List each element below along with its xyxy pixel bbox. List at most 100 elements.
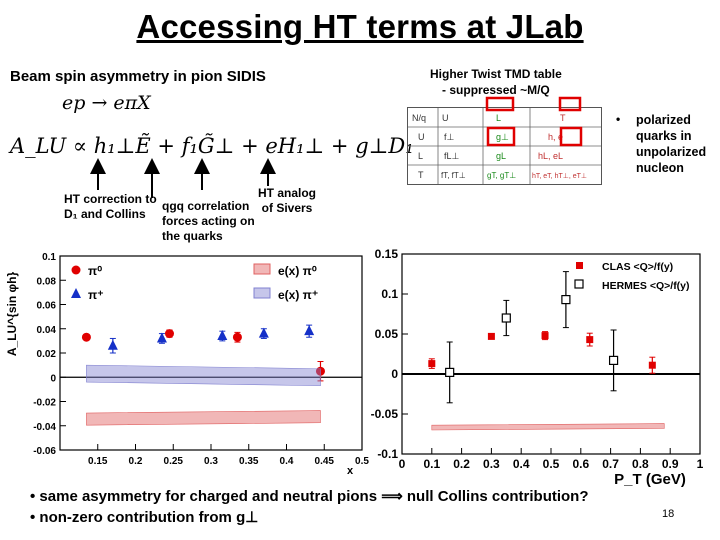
data-point-pi-plus bbox=[156, 332, 167, 343]
y-tick-label: 0 bbox=[50, 373, 56, 384]
data-point-hermes bbox=[561, 294, 571, 305]
data-point-pi-plus bbox=[217, 330, 228, 341]
table-cell-l-u: fL⊥ bbox=[444, 151, 460, 161]
x-tick-label: 0.3 bbox=[204, 456, 218, 467]
x-tick-label: 1 bbox=[697, 457, 704, 471]
table-cell-l-t: hL, eL bbox=[538, 151, 563, 161]
x-tick-label: 0.15 bbox=[88, 456, 108, 467]
y-tick-label: 0.02 bbox=[37, 349, 57, 360]
data-point-pi-plus bbox=[258, 327, 269, 338]
data-point-pi0 bbox=[164, 329, 174, 339]
right-heading: Higher Twist TMD table - suppressed ~M/Q bbox=[430, 66, 562, 98]
x-tick-label: 0.6 bbox=[572, 457, 589, 471]
table-cell-u-l: g⊥ bbox=[496, 132, 509, 142]
polarized-note: polarized quarks in unpolarized nucleon bbox=[636, 113, 707, 175]
x-tick-label: 0.9 bbox=[662, 457, 679, 471]
table-highlight-tops bbox=[485, 96, 582, 112]
y-tick-label: -0.06 bbox=[33, 446, 56, 457]
data-point-hermes bbox=[445, 367, 455, 378]
legend-label: e(x) π⁰ bbox=[278, 264, 317, 278]
right-heading-line1: Higher Twist TMD table bbox=[430, 67, 562, 81]
y-tick-label: 0.15 bbox=[375, 247, 399, 261]
legend-label: π⁰ bbox=[88, 264, 102, 278]
table-row-t-label: T bbox=[418, 170, 424, 180]
error-band-2 bbox=[86, 410, 321, 426]
chart-asymmetry-vs-pt: 0 0.1 0.2 0.3 0.4 0.5 0.6 0.7 0.8 0.9 1 -0.1 -0.05 0 0… bbox=[371, 247, 704, 488]
legend-marker-hermes bbox=[574, 279, 584, 289]
table-header-nq: N/q bbox=[412, 113, 426, 123]
legend-marker-clas bbox=[576, 262, 583, 269]
right-heading-line2: - suppressed ~M/Q bbox=[442, 83, 550, 97]
data-point-pi0 bbox=[232, 332, 242, 342]
x-tick-label: 0.5 bbox=[543, 457, 560, 471]
x-tick-label: 0.1 bbox=[423, 457, 440, 471]
y-tick-label: 0.1 bbox=[381, 287, 398, 301]
y-tick-label: 0.06 bbox=[37, 301, 57, 312]
data-point-hermes bbox=[501, 313, 511, 323]
legend-marker-pi0 bbox=[71, 265, 81, 275]
y-tick-label: 0.04 bbox=[37, 325, 57, 336]
legend-label: HERMES <Q>/f(y) bbox=[602, 280, 690, 292]
table-row-l-label: L bbox=[418, 151, 423, 161]
table-header-u: L bbox=[496, 113, 501, 123]
x-tick-label: 0.5 bbox=[355, 456, 369, 467]
x-tick-label: 0.45 bbox=[315, 456, 335, 467]
table-cell-u-u: f⊥ bbox=[444, 132, 455, 142]
y-axis-label: A_LU^{sin φh} bbox=[5, 272, 19, 357]
x-tick-label: 0.4 bbox=[280, 456, 294, 467]
page-number: 18 bbox=[662, 508, 675, 520]
data-point-clas bbox=[586, 336, 594, 344]
x-tick-label: 0.7 bbox=[602, 457, 619, 471]
y-tick-label: -0.1 bbox=[377, 447, 398, 461]
x-tick-label: 0.2 bbox=[453, 457, 470, 471]
polarized-note-bullet: • bbox=[616, 112, 621, 126]
table-cell-t-t: hT, eT, hT⊥, eT⊥ bbox=[532, 173, 587, 180]
table-cell-u-t: h, e bbox=[548, 132, 563, 142]
x-axis-label: P_T (GeV) bbox=[614, 471, 686, 488]
table-cell-l-l: gL bbox=[496, 151, 506, 161]
data-point-clas bbox=[428, 360, 436, 368]
data-point-pi-plus bbox=[107, 339, 118, 350]
x-tick-label: 0.3 bbox=[483, 457, 500, 471]
tmd-table: N/q L T U U f⊥ g⊥ h, e L fL⊥ gL hL, eL T… bbox=[407, 107, 602, 185]
data-point-pi0 bbox=[81, 332, 91, 342]
slide-title: Accessing HT terms at JLab bbox=[136, 8, 584, 45]
x-tick-label: 0.35 bbox=[239, 456, 259, 467]
legend-marker-pi-plus bbox=[71, 288, 81, 298]
x-axis-label: x bbox=[347, 465, 354, 477]
y-tick-label: -0.02 bbox=[33, 398, 56, 409]
data-point-hermes bbox=[608, 355, 619, 366]
x-tick-label: 0.25 bbox=[164, 456, 184, 467]
y-tick-label: -0.04 bbox=[33, 422, 56, 433]
table-cell-t-u: fT, fT⊥ bbox=[441, 171, 466, 180]
legend-label: CLAS <Q>/f(y) bbox=[602, 261, 673, 273]
data-point-clas bbox=[541, 332, 549, 340]
table-row-u-label: U bbox=[418, 132, 425, 142]
plot-frame bbox=[401, 253, 701, 455]
y-tick-label: 0.08 bbox=[37, 276, 57, 287]
x-tick-label: 0.2 bbox=[129, 456, 143, 467]
y-tick-label: 0.1 bbox=[42, 252, 56, 263]
legend-label: π⁺ bbox=[88, 288, 104, 302]
table-highlight-e bbox=[559, 126, 583, 147]
asymmetry-formula: A_LU ∝ h₁⊥Ẽ + f₁G̃⊥ + eH₁⊥ + g⊥D₁ bbox=[10, 134, 414, 158]
x-tick-label: 0 bbox=[399, 457, 406, 471]
x-tick-label: 0.8 bbox=[632, 457, 649, 471]
table-header-l: U bbox=[442, 113, 449, 123]
y-tick-label: 0 bbox=[391, 367, 398, 381]
data-point-clas bbox=[487, 332, 495, 340]
annotation-qgq: qgq correlation forces acting on the qua… bbox=[162, 199, 255, 243]
annotation-sivers: HT analog of Sivers bbox=[258, 186, 317, 215]
error-band-3 bbox=[86, 364, 321, 387]
chart-asymmetry-vs-x: 0.15 0.2 0.25 0.3 0.35 0.4 0.45 0.5 -0.06 -0.04 -0… bbox=[5, 252, 369, 477]
data-point-clas bbox=[648, 361, 656, 369]
error-band-2 bbox=[431, 423, 665, 431]
left-heading: Beam spin asymmetry in pion SIDIS bbox=[10, 68, 266, 85]
annotation-ht-collins: HT correction to D₁ and Collins bbox=[64, 192, 157, 221]
legend-swatch bbox=[253, 263, 271, 275]
process-formula: ep → eπX bbox=[62, 92, 151, 114]
y-tick-label: -0.05 bbox=[371, 407, 399, 421]
table-header-t: T bbox=[560, 113, 566, 123]
x-tick-label: 0.4 bbox=[513, 457, 530, 471]
legend-label: e(x) π⁺ bbox=[278, 288, 318, 302]
